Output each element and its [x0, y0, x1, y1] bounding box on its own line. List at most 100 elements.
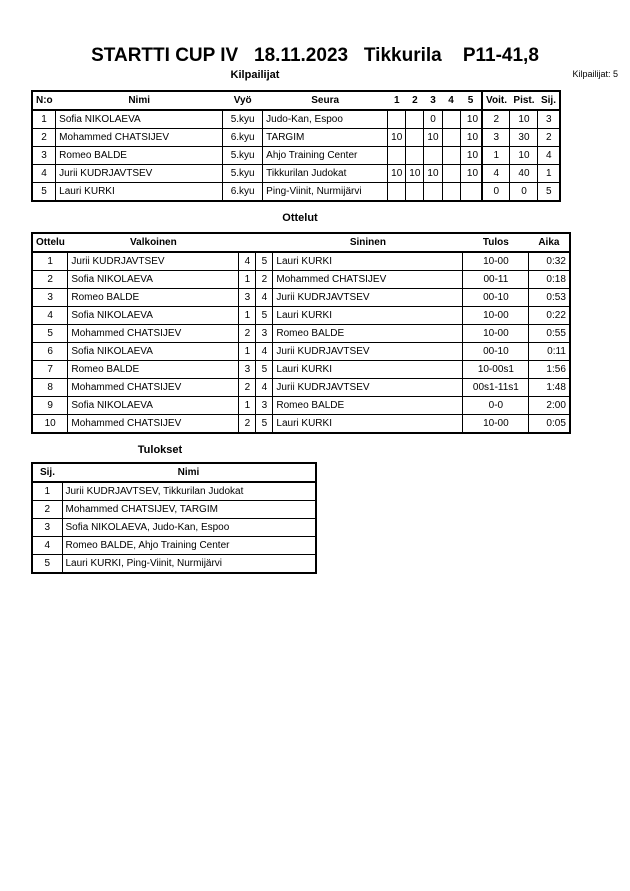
table-cell: 2: [537, 128, 561, 147]
table-row: 9 Sofia NIKOLAEVA 1 3 Romeo BALDE 0-0 2:00: [31, 396, 571, 415]
table-cell: [405, 128, 425, 147]
table-cell: 0: [481, 182, 511, 202]
table-cell: 1: [238, 342, 257, 361]
table-cell: 5: [31, 324, 69, 343]
table-row: 3 Sofia NIKOLAEVA, Judo-Kan, Espoo: [31, 518, 317, 537]
table-cell: 4: [255, 342, 274, 361]
table-cell: 5: [255, 251, 274, 271]
table-row: 3 Romeo BALDE 5.kyu Ahjo Training Center 10 1…: [31, 146, 561, 165]
table-row: 1 Jurii KUDRJAVTSEV 4 5 Lauri KURKI 10-00 0:32: [31, 251, 571, 271]
competitor-count: Kilpailijat: 5: [572, 69, 618, 79]
table-cell: 1: [31, 109, 57, 129]
table-cell: Lauri KURKI: [272, 360, 464, 379]
table-cell: 7: [31, 360, 69, 379]
table-cell: 10-00: [462, 251, 530, 271]
column-header: 2: [405, 91, 424, 111]
table-cell: [405, 146, 425, 165]
table-cell: Jurii KUDRJAVTSEV, Tikkurilan Judokat: [61, 481, 317, 501]
table-cell: 4: [31, 306, 69, 325]
table-cell: [441, 164, 461, 183]
table-cell: 2: [255, 270, 274, 289]
table-cell: 10: [423, 164, 443, 183]
table-cell: 1: [238, 396, 257, 415]
table-cell: 2:00: [528, 396, 571, 415]
table-cell: 0:55: [528, 324, 571, 343]
column-header: Ottelu: [32, 233, 68, 253]
table-cell: 2: [481, 109, 511, 129]
table-cell: 0:22: [528, 306, 571, 325]
table-row: 3 Romeo BALDE 3 4 Jurii KUDRJAVTSEV 00-10 0:53: [31, 288, 571, 307]
table-cell: 5.kyu: [222, 164, 264, 183]
table-cell: 8: [31, 378, 69, 397]
table-cell: 30: [509, 128, 539, 147]
table-cell: 5: [255, 414, 274, 434]
table-cell: Jurii KUDRJAVTSEV: [272, 288, 464, 307]
table-cell: 10: [459, 164, 483, 183]
table-cell: 10: [459, 128, 483, 147]
table-cell: 1:48: [528, 378, 571, 397]
table-cell: 1: [238, 306, 257, 325]
table-cell: Lauri KURKI: [272, 306, 464, 325]
table-cell: 3: [31, 146, 57, 165]
table-cell: Jurii KUDRJAVTSEV: [272, 378, 464, 397]
table-cell: Mohammed CHATSIJEV: [55, 128, 224, 147]
table-cell: [387, 109, 407, 129]
table-cell: 3: [31, 518, 63, 537]
column-header: Aika: [528, 233, 570, 253]
table-cell: Romeo BALDE: [272, 324, 464, 343]
table-cell: 4: [255, 378, 274, 397]
table-cell: Tikkurilan Judokat: [262, 164, 389, 183]
matches-table: Ottelu Valkoinen Sininen Tulos Aika 1 Jurii KU…: [31, 232, 571, 434]
table-cell: 10: [405, 164, 425, 183]
table-cell: [441, 182, 461, 202]
table-cell: Mohammed CHATSIJEV: [272, 270, 464, 289]
table-cell: 40: [509, 164, 539, 183]
column-header: Sij.: [537, 91, 560, 111]
column-header: Sininen: [272, 233, 463, 253]
table-cell: 3: [238, 360, 257, 379]
table-cell: Sofia NIKOLAEVA: [67, 396, 240, 415]
table-cell: Romeo BALDE: [67, 288, 240, 307]
table-cell: 2: [31, 500, 63, 519]
table-cell: 2: [238, 378, 257, 397]
column-header: Nimi: [55, 91, 223, 111]
table-cell: 5: [31, 182, 57, 202]
table-cell: 1:56: [528, 360, 571, 379]
table-cell: 6.kyu: [222, 182, 264, 202]
table-cell: 3: [31, 288, 69, 307]
table-row: 1 Jurii KUDRJAVTSEV, Tikkurilan Judokat: [31, 481, 317, 501]
table-cell: 4: [481, 164, 511, 183]
table-cell: 10: [459, 146, 483, 165]
table-cell: 1: [537, 164, 561, 183]
column-header: 5: [460, 91, 483, 111]
table-row: 5 Mohammed CHATSIJEV 2 3 Romeo BALDE 10-00 0:5…: [31, 324, 571, 343]
table-cell: 3: [255, 324, 274, 343]
table-cell: Mohammed CHATSIJEV, TARGIM: [61, 500, 317, 519]
table-cell: 9: [31, 396, 69, 415]
table-cell: 1: [31, 481, 63, 501]
table-cell: 10: [423, 128, 443, 147]
table-cell: 10-00: [462, 324, 530, 343]
table-cell: 00s1-11s1: [462, 378, 530, 397]
table-row: 1 Sofia NIKOLAEVA 5.kyu Judo-Kan, Espoo 0 10 2…: [31, 109, 561, 129]
table-cell: Jurii KUDRJAVTSEV: [55, 164, 224, 183]
page-title: STARTTI CUP IV 18.11.2023 Tikkurila P11-…: [91, 45, 539, 66]
table-cell: 5: [255, 306, 274, 325]
table-cell: 00-10: [462, 342, 530, 361]
table-cell: 10: [31, 414, 69, 434]
table-cell: Sofia NIKOLAEVA, Judo-Kan, Espoo: [61, 518, 317, 537]
table-row: 2 Mohammed CHATSIJEV, TARGIM: [31, 500, 317, 519]
column-header: 1: [387, 91, 406, 111]
table-cell: Lauri KURKI: [272, 251, 464, 271]
table-cell: [441, 128, 461, 147]
column-header: Pist.: [509, 91, 538, 111]
matches-heading: Ottelut: [282, 212, 318, 224]
table-row: 4 Jurii KUDRJAVTSEV 5.kyu Tikkurilan Judoka…: [31, 164, 561, 183]
table-cell: 3: [255, 396, 274, 415]
table-cell: 10: [387, 128, 407, 147]
table-cell: Romeo BALDE: [272, 396, 464, 415]
table-cell: 10: [387, 164, 407, 183]
column-header: 4: [442, 91, 461, 111]
table-cell: Lauri KURKI: [272, 414, 464, 434]
table-cell: [423, 146, 443, 165]
